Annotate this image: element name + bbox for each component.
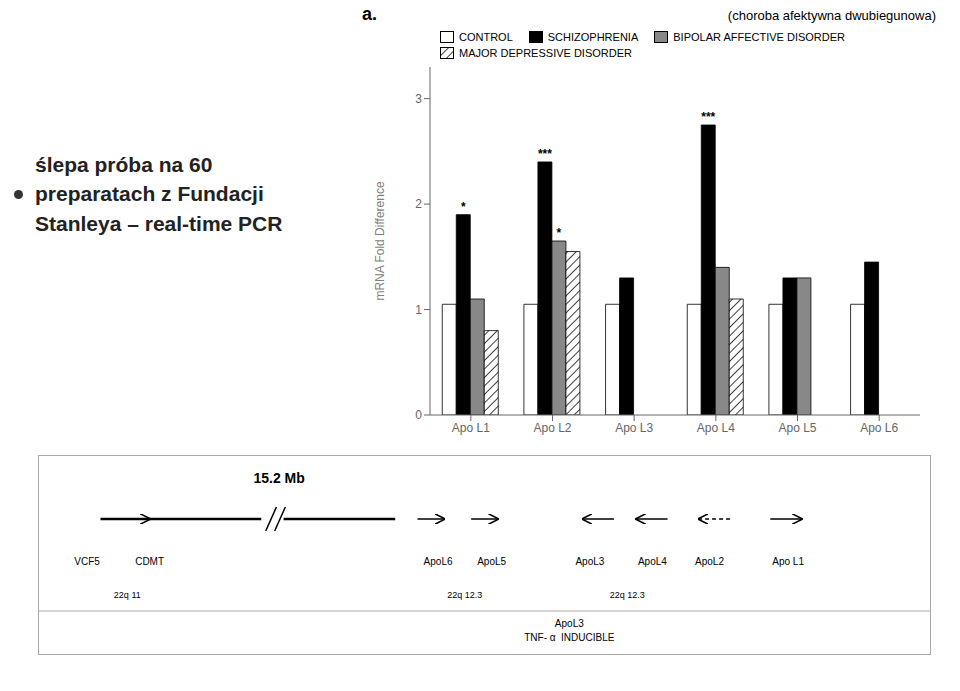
svg-text:*: * <box>461 200 466 214</box>
svg-text:3: 3 <box>415 92 422 106</box>
svg-text:mRNA Fold Difference: mRNA Fold Difference <box>373 181 387 300</box>
html-text:(choroba afektywna dwubiegunow: (choroba afektywna dwubiegunowa) <box>727 8 936 23</box>
svg-text:CDMT: CDMT <box>135 556 164 567</box>
svg-text:Apo L5: Apo L5 <box>778 421 816 435</box>
svg-text:22q 11: 22q 11 <box>114 590 141 600</box>
html-text:CONTROL: CONTROL <box>459 31 513 43</box>
svg-text:*: * <box>557 226 562 240</box>
svg-text:Apo L1: Apo L1 <box>772 556 804 567</box>
html-text:SCHIZOPHRENIA: SCHIZOPHRENIA <box>547 31 639 43</box>
html-text:ślepa próba na 60: ślepa próba na 60 <box>35 153 213 176</box>
svg-text:15.2 Mb: 15.2 Mb <box>253 470 304 486</box>
svg-text:Apo L6: Apo L6 <box>860 421 898 435</box>
svg-text:22q 12.3: 22q 12.3 <box>610 590 645 600</box>
svg-text:ApoL5: ApoL5 <box>477 556 506 567</box>
svg-text:ApoL3TNF- α INDUCIBLE: ApoL3TNF- α INDUCIBLE <box>524 618 615 643</box>
svg-text:1: 1 <box>415 303 422 317</box>
svg-text:Apo L4: Apo L4 <box>697 421 735 435</box>
html-text:a.: a. <box>362 4 377 24</box>
svg-text:Apo L3: Apo L3 <box>615 421 653 435</box>
html-text:preparatach z Fundacji: preparatach z Fundacji <box>35 182 264 206</box>
svg-text:ApoL4: ApoL4 <box>638 556 667 567</box>
html-text:BIPOLAR AFFECTIVE DISORDER: BIPOLAR AFFECTIVE DISORDER <box>673 31 845 43</box>
svg-text:***: *** <box>538 147 552 161</box>
svg-text:Apo L1: Apo L1 <box>452 421 490 435</box>
svg-text:ApoL6: ApoL6 <box>424 556 453 567</box>
svg-text:2: 2 <box>415 197 422 211</box>
svg-text:***: *** <box>701 110 715 124</box>
svg-text:Apo L2: Apo L2 <box>533 421 571 435</box>
svg-text:22q 12.3: 22q 12.3 <box>447 590 482 600</box>
svg-text:0: 0 <box>415 408 422 422</box>
svg-text:ApoL3: ApoL3 <box>575 556 604 567</box>
html-text:Stanleya – real-time PCR: Stanleya – real-time PCR <box>35 211 283 235</box>
svg-text:VCF5: VCF5 <box>74 556 100 567</box>
html-text:MAJOR DEPRESSIVE DISORDER: MAJOR DEPRESSIVE DISORDER <box>459 47 632 59</box>
svg-text:ApoL2: ApoL2 <box>695 556 724 567</box>
